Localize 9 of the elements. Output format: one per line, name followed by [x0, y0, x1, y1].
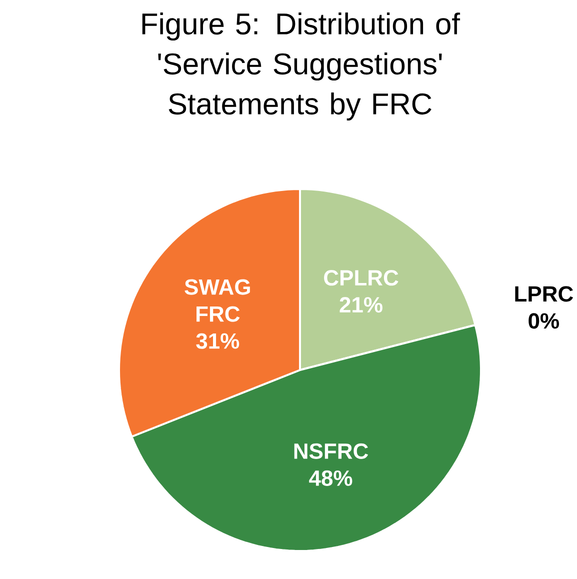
slice-label: SWAG FRC: [184, 279, 250, 322]
chart-title: Figure 5: Distribution of 'Service Suggestions' Statements by FRC: [142, 12, 460, 120]
data-label: 31%: [196, 333, 240, 349]
slice-label: NSFRC: [294, 443, 368, 459]
data-label: 21%: [340, 297, 382, 313]
text: 0%: [528, 313, 559, 329]
slice-label: CPLRC: [324, 270, 398, 286]
category-label: LPRC: [515, 286, 574, 302]
data-label: 48%: [309, 470, 352, 486]
